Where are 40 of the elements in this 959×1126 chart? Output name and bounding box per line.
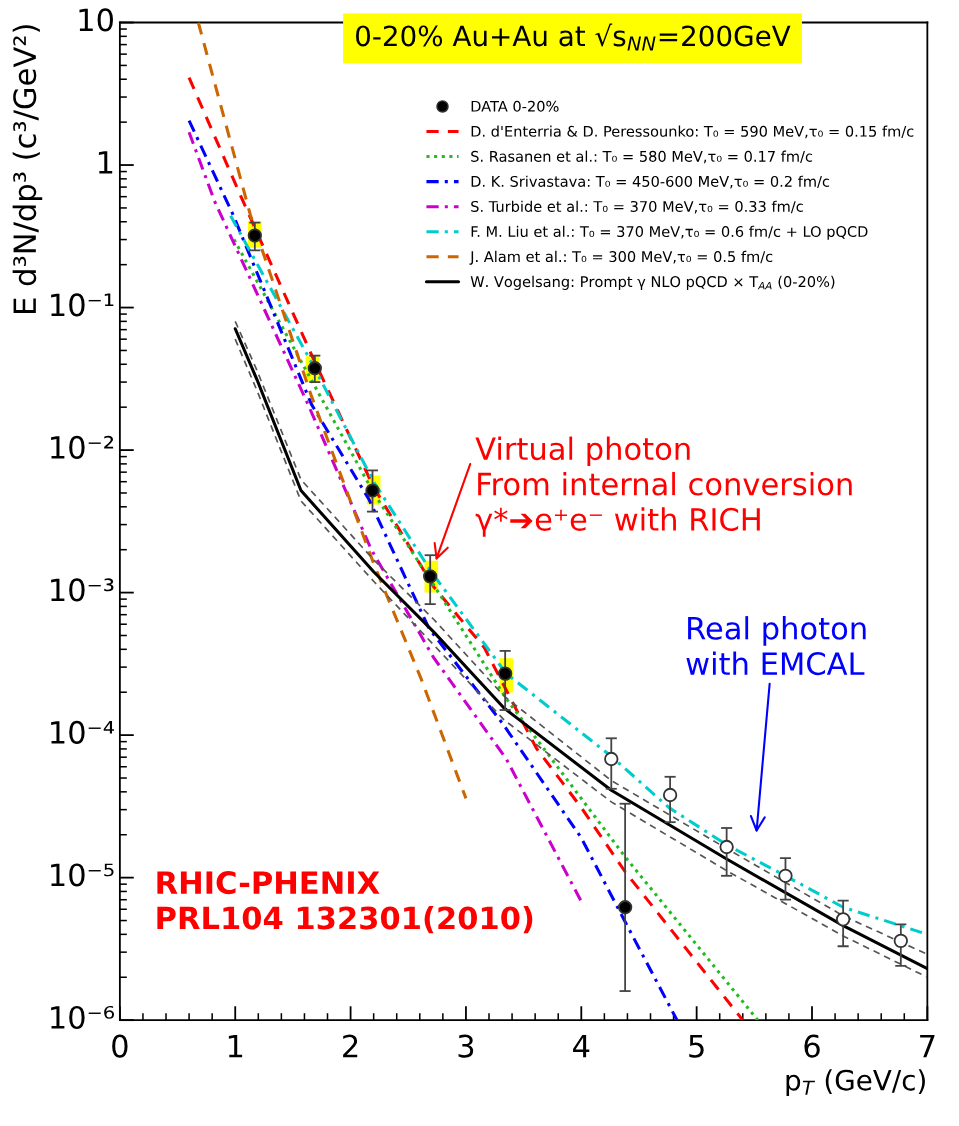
- x-tick-label: 2: [343, 1034, 358, 1058]
- y-tick-label: 10⁻⁵: [51, 863, 114, 887]
- y-tick-label: 10⁻³: [51, 578, 114, 602]
- point: [778, 868, 793, 883]
- point: [604, 751, 619, 767]
- y-tick-label: 10⁻⁶: [51, 1005, 115, 1030]
- point: [719, 839, 734, 855]
- legend-label: S. Turbide et al.: T₀ = 370 MeV,τ₀ = 0.33 fm/c: [471, 200, 803, 214]
- annotation: Real photon with EMCAL: [686, 616, 866, 676]
- legend-label: S. Rasanen et al.: T₀ = 580 MeV,τ₀ = 0.17 fm/c: [471, 150, 813, 164]
- x-axis-title: p$_{T}$ (GeV/c): [786, 1069, 925, 1097]
- point: [662, 787, 678, 803]
- y-tick-label: 10⁻⁴: [51, 720, 115, 744]
- y-tick-label: 1: [98, 151, 113, 174]
- point: [247, 228, 262, 243]
- x-tick-label: 1: [228, 1034, 243, 1058]
- x-tick-label: 7: [920, 1034, 935, 1058]
- x-tick-label: 6: [804, 1034, 820, 1058]
- y-axis-title: E d³N/dp³ (c³/GeV²): [12, 25, 43, 313]
- point: [835, 912, 851, 927]
- point: [307, 361, 322, 376]
- y-tick-label: 10⁻¹: [51, 293, 114, 317]
- legend-label: D. K. Srivastava: T₀ = 450-600 MeV,τ₀ = 0.2 fm/c: [471, 175, 830, 189]
- legend-label: J. Alam et al.: T₀ = 300 MeV,τ₀ = 0.5 fm/c: [469, 250, 773, 265]
- y-tick-label: 10⁻²: [51, 435, 114, 459]
- point: [498, 666, 513, 681]
- chart-title: 0-20% Au+Au at √s$_{NN}$=200GeV: [356, 23, 791, 51]
- annotation: Virtual photon From internal conversion γ*➔e⁺e⁻ with RICH: [475, 436, 852, 537]
- x-tick-label: 3: [458, 1034, 474, 1058]
- legend-label: D. d'Enterria & D. Peressounko: T₀ = 590 MeV,τ₀ = 0.15 fm/c: [471, 125, 914, 139]
- point: [617, 900, 633, 915]
- legend-label: DATA 0-20%: [471, 100, 559, 112]
- annotation: RHIC-PHENIX PRL104 132301(2010): [157, 871, 533, 934]
- x-tick-label: 4: [573, 1034, 590, 1058]
- legend-label: F. M. Liu et al.: T₀ = 370 MeV,τ₀ = 0.6 fm/c + LO pQCD: [471, 225, 868, 240]
- legend-label: W. Vogelsang: Prompt γ NLO pQCD × T$_{AA}$ (0-20%): [470, 275, 835, 290]
- x-tick-label: 5: [689, 1034, 704, 1058]
- x-tick-label: 0: [112, 1034, 128, 1058]
- point: [893, 933, 908, 949]
- y-tick-label: 10: [79, 8, 113, 32]
